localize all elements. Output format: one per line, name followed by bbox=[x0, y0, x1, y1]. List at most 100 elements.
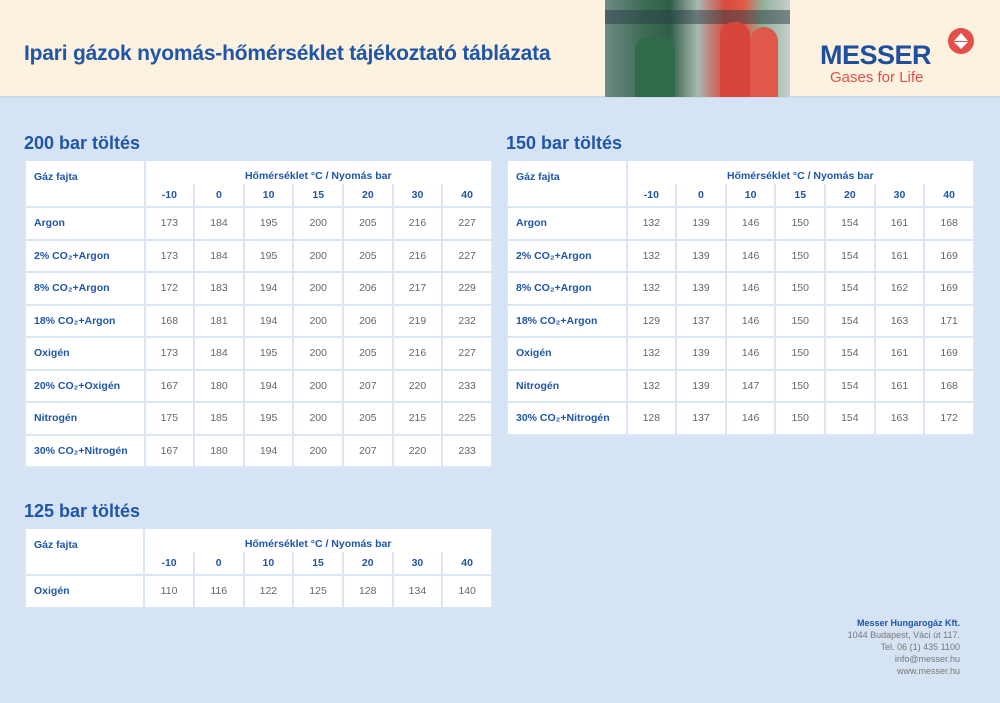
website-link[interactable]: www.messer.hu bbox=[896, 666, 960, 676]
company-name: Messer Hungarogáz Kft. bbox=[856, 618, 960, 628]
pressure-cell: 215 bbox=[391, 401, 444, 436]
pressure-cell: 146 bbox=[724, 238, 777, 273]
temp-header: 10 bbox=[724, 184, 777, 207]
pressure-cell: 194 bbox=[242, 271, 295, 306]
temp-header: 30 bbox=[391, 184, 444, 207]
table-row: 2% CO₂+Argon 132 139 146 150 154 161 169 bbox=[506, 238, 975, 273]
pressure-cell: 154 bbox=[824, 238, 876, 273]
pressure-cell: 205 bbox=[342, 336, 394, 371]
pressure-cell: 200 bbox=[292, 336, 345, 371]
pressure-cell: 132 bbox=[625, 206, 678, 241]
temps-row: -10 0 10 15 20 30 40 bbox=[25, 184, 493, 207]
pressure-cell: 150 bbox=[774, 336, 827, 371]
temp-header: 20 bbox=[342, 184, 394, 207]
gas-name: Oxigén bbox=[24, 336, 146, 371]
pressure-cell: 233 bbox=[441, 433, 493, 468]
address: 1044 Budapest, Váci út 117. bbox=[847, 630, 960, 640]
pressure-cell: 139 bbox=[675, 336, 727, 371]
pressure-cell: 183 bbox=[193, 271, 245, 306]
table-150-bar: Gáz fajta Hőmérséklet °C / Nyomás bar -10 0… bbox=[506, 161, 976, 436]
table-row: 8% CO₂+Argon 132 139 146 150 154 162 169 bbox=[506, 271, 975, 306]
pressure-cell: 229 bbox=[441, 271, 493, 306]
pressure-cell: 161 bbox=[873, 206, 926, 241]
pressure-cell: 184 bbox=[193, 206, 245, 241]
pressure-cell: 146 bbox=[724, 271, 777, 306]
temperature-header: Hőmérséklet °C / Nyomás bar bbox=[625, 161, 976, 184]
table-row: 20% CO₂+Oxigén 167 180 194 200 207 220 233 bbox=[24, 368, 493, 403]
pressure-cell: 207 bbox=[342, 433, 394, 468]
table-125-bar: Gáz fajta Hőmérséklet °C / Nyomás bar -10 0… bbox=[23, 529, 493, 609]
gas-name: 18% CO₂+Argon bbox=[506, 303, 628, 338]
pressure-cell: 134 bbox=[391, 574, 444, 609]
pressure-cell: 207 bbox=[342, 368, 394, 403]
temp-header: 0 bbox=[675, 184, 727, 207]
gas-name: 18% CO₂+Argon bbox=[24, 303, 146, 338]
pressure-cell: 139 bbox=[675, 368, 727, 403]
table-row: 30% CO₂+Nitrogén 128 137 146 150 154 163 172 bbox=[506, 401, 975, 436]
gas-name: 8% CO₂+Argon bbox=[506, 271, 628, 306]
pressure-cell: 150 bbox=[774, 206, 827, 241]
page-title: Ipari gázok nyomás-hőmérséklet tájékozta… bbox=[24, 42, 551, 65]
pressure-cell: 219 bbox=[391, 303, 444, 338]
pressure-cell: 173 bbox=[143, 238, 196, 273]
table-row: Oxigén 173 184 195 200 205 216 227 bbox=[24, 336, 493, 371]
pressure-cell: 225 bbox=[441, 401, 493, 436]
pressure-cell: 140 bbox=[441, 574, 493, 609]
pressure-cell: 200 bbox=[292, 238, 345, 273]
table-row: 18% CO₂+Argon 129 137 146 150 154 163 171 bbox=[506, 303, 975, 338]
pressure-cell: 116 bbox=[192, 574, 245, 609]
pressure-cell: 169 bbox=[923, 271, 975, 306]
temp-header: 0 bbox=[193, 184, 245, 207]
pressure-cell: 168 bbox=[143, 303, 196, 338]
table-row: Nitrogén 175 185 195 200 205 215 225 bbox=[24, 401, 493, 436]
pressure-cell: 154 bbox=[824, 271, 876, 306]
pressure-cell: 169 bbox=[923, 238, 975, 273]
gas-name: 30% CO₂+Nitrogén bbox=[506, 401, 628, 436]
temp-header: 20 bbox=[341, 552, 394, 575]
pressure-cell: 216 bbox=[391, 206, 444, 241]
pressure-cell: 150 bbox=[774, 368, 827, 403]
pressure-cell: 163 bbox=[873, 303, 926, 338]
pressure-cell: 161 bbox=[873, 238, 926, 273]
gas-type-header: Gáz fajta bbox=[506, 161, 628, 207]
table-200-bar: Gáz fajta Hőmérséklet °C / Nyomás bar -10 0… bbox=[24, 161, 494, 468]
temp-header: 10 bbox=[242, 552, 295, 575]
pressure-cell: 125 bbox=[292, 574, 344, 609]
pressure-cell: 195 bbox=[242, 336, 295, 371]
section-title-150: 150 bar töltés bbox=[506, 133, 623, 153]
pressure-cell: 167 bbox=[143, 368, 196, 403]
pressure-cell: 150 bbox=[774, 238, 827, 273]
temp-header: 30 bbox=[873, 184, 926, 207]
temp-header: -10 bbox=[143, 184, 196, 207]
pressure-cell: 217 bbox=[391, 271, 444, 306]
header-row: Gáz fajta Hőmérséklet °C / Nyomás bar bbox=[24, 161, 494, 207]
email-link[interactable]: info@messer.hu bbox=[894, 654, 960, 664]
temp-header: 15 bbox=[292, 184, 345, 207]
temp-header: 40 bbox=[441, 184, 493, 207]
pressure-cell: 200 bbox=[292, 271, 345, 306]
pressure-cell: 227 bbox=[441, 206, 493, 241]
pressure-cell: 194 bbox=[242, 433, 295, 468]
pressure-cell: 181 bbox=[193, 303, 245, 338]
table-row: 8% CO₂+Argon 172 183 194 200 206 217 229 bbox=[24, 271, 493, 306]
pressure-cell: 137 bbox=[675, 401, 727, 436]
gas-name: 2% CO₂+Argon bbox=[24, 238, 146, 273]
gas-name: Oxigén bbox=[506, 336, 628, 371]
temp-header: 15 bbox=[292, 552, 344, 575]
pressure-cell: 175 bbox=[143, 401, 196, 436]
pressure-cell: 132 bbox=[625, 271, 678, 306]
pressure-cell: 216 bbox=[391, 336, 444, 371]
pressure-cell: 154 bbox=[824, 303, 876, 338]
pressure-cell: 168 bbox=[923, 368, 975, 403]
temps-row: -10 0 10 15 20 30 40 bbox=[25, 552, 493, 575]
pressure-cell: 161 bbox=[873, 368, 926, 403]
pressure-cell: 180 bbox=[193, 368, 245, 403]
pressure-cell: 195 bbox=[242, 401, 295, 436]
pressure-cell: 173 bbox=[143, 336, 196, 371]
gas-name: Argon bbox=[506, 206, 628, 241]
pressure-cell: 146 bbox=[724, 206, 777, 241]
temp-header: 15 bbox=[774, 184, 827, 207]
gas-name: Nitrogén bbox=[24, 401, 146, 436]
pressure-cell: 137 bbox=[675, 303, 727, 338]
pressure-cell: 168 bbox=[923, 206, 975, 241]
